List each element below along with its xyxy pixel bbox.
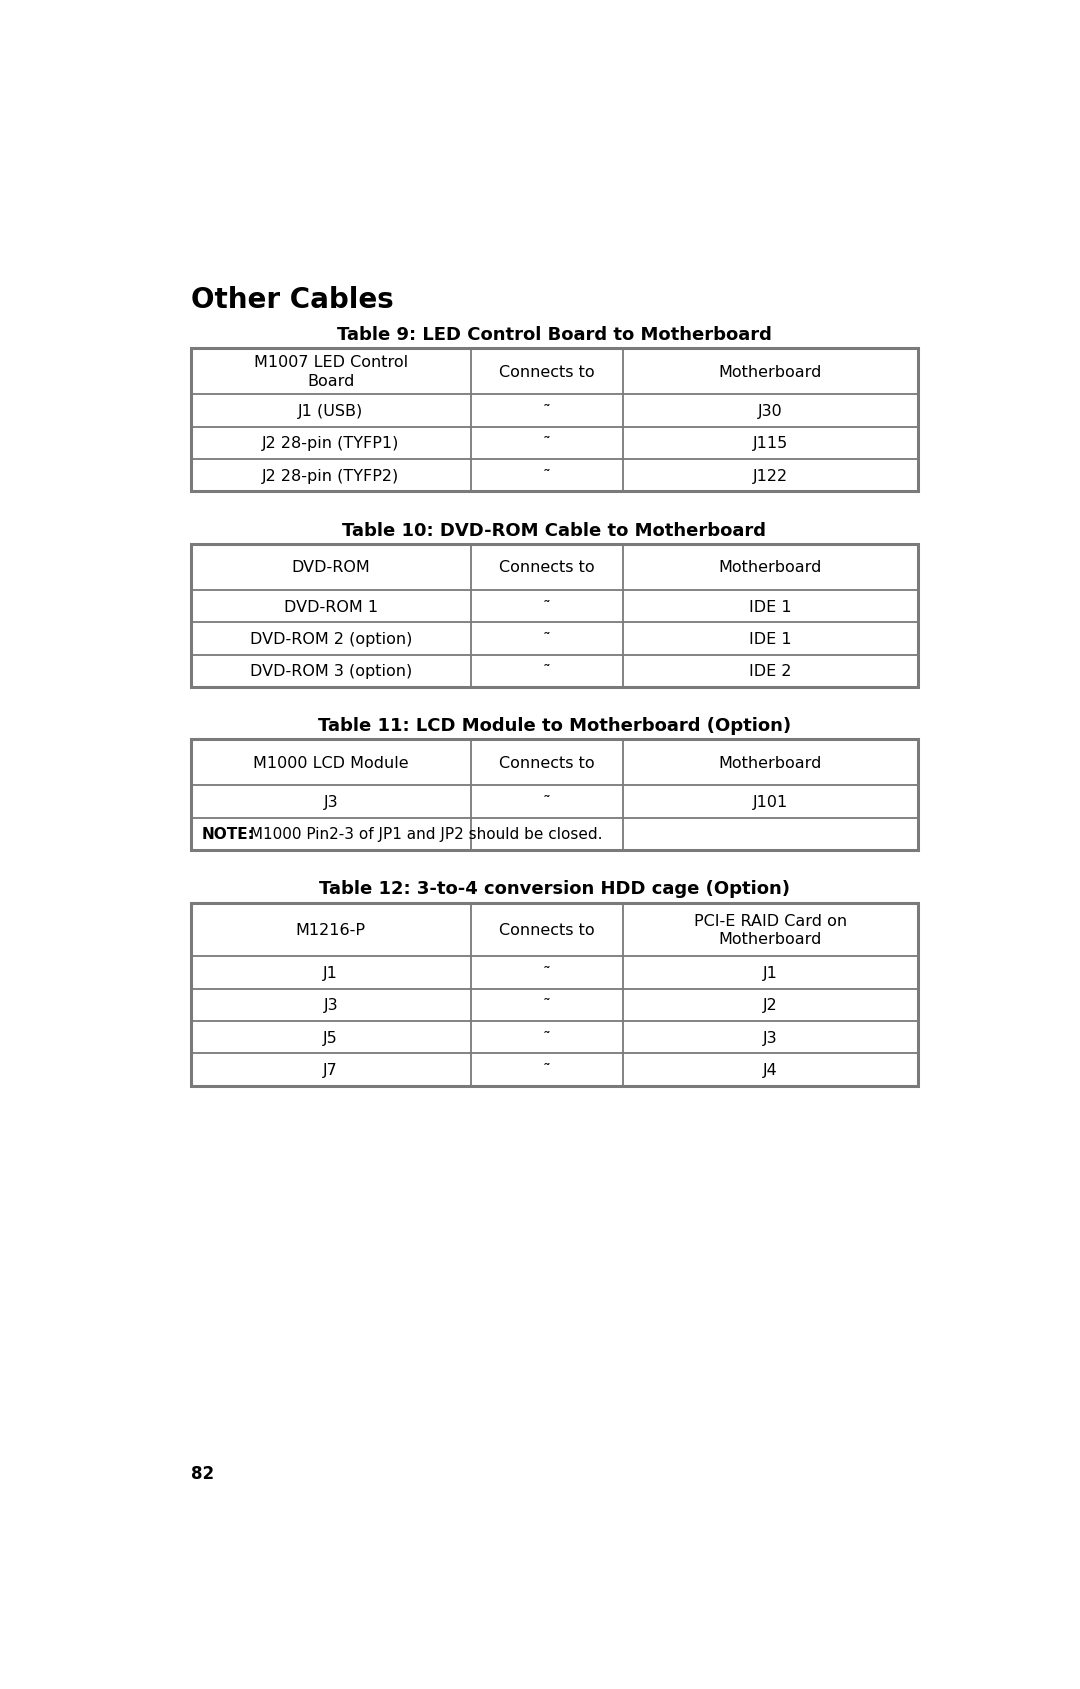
Text: J2 28-pin (TYFP1): J2 28-pin (TYFP1) <box>262 436 400 451</box>
Text: 82: 82 <box>191 1464 214 1481</box>
Text: Other Cables: Other Cables <box>191 285 393 314</box>
Text: M1007 LED Control
Board: M1007 LED Control Board <box>254 355 408 388</box>
Text: J1: J1 <box>764 966 778 981</box>
Text: Connects to: Connects to <box>499 561 595 574</box>
Text: J3: J3 <box>764 1030 778 1045</box>
Text: J122: J122 <box>753 468 788 483</box>
Bar <box>191 904 918 1086</box>
Text: IDE 1: IDE 1 <box>750 632 792 647</box>
Text: PCI-E RAID Card on
Motherboard: PCI-E RAID Card on Motherboard <box>694 914 847 948</box>
Text: ˜: ˜ <box>543 404 551 419</box>
Text: M1000 LCD Module: M1000 LCD Module <box>253 755 408 770</box>
Text: ˜: ˜ <box>543 794 551 809</box>
Text: J2 28-pin (TYFP2): J2 28-pin (TYFP2) <box>262 468 400 483</box>
Text: Motherboard: Motherboard <box>719 561 822 574</box>
Text: ˜: ˜ <box>543 1062 551 1078</box>
Text: Table 11: LCD Module to Motherboard (Option): Table 11: LCD Module to Motherboard (Opt… <box>318 716 791 735</box>
Text: Table 12: 3-to-4 conversion HDD cage (Option): Table 12: 3-to-4 conversion HDD cage (Op… <box>319 880 789 899</box>
Text: IDE 1: IDE 1 <box>750 600 792 615</box>
Text: M1216-P: M1216-P <box>296 922 366 937</box>
Text: Table 10: DVD-ROM Cable to Motherboard: Table 10: DVD-ROM Cable to Motherboard <box>342 522 767 539</box>
Text: Motherboard: Motherboard <box>719 755 822 770</box>
Text: ˜: ˜ <box>543 600 551 615</box>
Text: J115: J115 <box>753 436 788 451</box>
Bar <box>191 350 918 491</box>
Text: J5: J5 <box>323 1030 338 1045</box>
Text: J7: J7 <box>323 1062 338 1078</box>
Text: ˜: ˜ <box>543 664 551 679</box>
Text: ˜: ˜ <box>543 1030 551 1045</box>
Text: ˜: ˜ <box>543 632 551 647</box>
Text: Table 9: LED Control Board to Motherboard: Table 9: LED Control Board to Motherboar… <box>337 326 772 345</box>
Text: DVD-ROM: DVD-ROM <box>292 561 370 574</box>
Text: Connects to: Connects to <box>499 365 595 380</box>
Text: M1000 Pin2-3 of JP1 and JP2 should be closed.: M1000 Pin2-3 of JP1 and JP2 should be cl… <box>245 828 603 843</box>
Text: J101: J101 <box>753 794 788 809</box>
Text: DVD-ROM 1: DVD-ROM 1 <box>284 600 378 615</box>
Text: J3: J3 <box>323 998 338 1013</box>
Text: J3: J3 <box>323 794 338 809</box>
Text: ˜: ˜ <box>543 998 551 1013</box>
Text: ˜: ˜ <box>543 966 551 981</box>
Bar <box>191 740 918 851</box>
Text: J1 (USB): J1 (USB) <box>298 404 363 419</box>
Text: ˜: ˜ <box>543 468 551 483</box>
Text: Motherboard: Motherboard <box>719 365 822 380</box>
Text: NOTE:: NOTE: <box>202 828 255 843</box>
Text: DVD-ROM 3 (option): DVD-ROM 3 (option) <box>249 664 411 679</box>
Text: DVD-ROM 2 (option): DVD-ROM 2 (option) <box>249 632 411 647</box>
Text: J4: J4 <box>764 1062 778 1078</box>
Text: ˜: ˜ <box>543 436 551 451</box>
Text: J2: J2 <box>764 998 778 1013</box>
Text: Connects to: Connects to <box>499 755 595 770</box>
Text: J30: J30 <box>758 404 783 419</box>
Bar <box>191 544 918 687</box>
Text: IDE 2: IDE 2 <box>750 664 792 679</box>
Text: J1: J1 <box>323 966 338 981</box>
Text: Connects to: Connects to <box>499 922 595 937</box>
